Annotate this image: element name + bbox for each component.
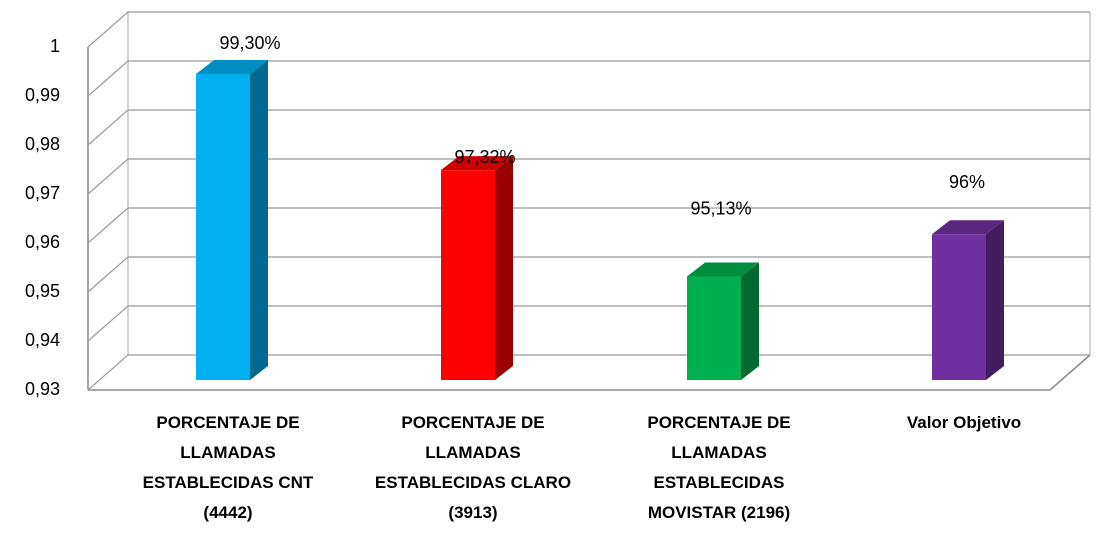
value-label: 97,32%	[454, 147, 515, 167]
value-label: 96%	[949, 172, 985, 192]
bar	[687, 262, 759, 380]
x-tick-label: PORCENTAJE DE LLAMADAS ESTABLECIDAS CNT …	[142, 413, 314, 522]
bar-side	[495, 156, 513, 380]
bar-front	[196, 74, 250, 380]
floor-edge	[88, 354, 1091, 391]
bar-front	[932, 234, 986, 380]
grid-line	[87, 109, 1090, 146]
y-tick-label: 0,95	[25, 281, 60, 301]
grid-line	[87, 60, 1090, 97]
x-tick-label: PORCENTAJE DE LLAMADAS ESTABLECIDAS CLAR…	[374, 413, 572, 522]
value-label: 95,13%	[690, 198, 751, 218]
bar	[441, 156, 513, 380]
x-tick-label-box: PORCENTAJE DE LLAMADAS ESTABLECIDAS CLAR…	[374, 413, 572, 522]
x-tick-label-box: PORCENTAJE DE LLAMADAS ESTABLECIDAS MOVI…	[647, 413, 791, 522]
bar-side	[250, 60, 268, 380]
y-tick-label: 0,98	[25, 134, 60, 154]
bar-top	[441, 156, 513, 171]
x-tick-label: PORCENTAJE DE LLAMADAS ESTABLECIDAS MOVI…	[647, 413, 791, 522]
bar-top	[687, 262, 759, 277]
bar-side	[986, 220, 1004, 380]
grid-line	[87, 305, 1090, 342]
y-tick-label: 0,96	[25, 232, 60, 252]
x-tick-label-box: Valor Objetivo	[906, 413, 1022, 432]
bar-front	[441, 170, 495, 380]
bar-top	[196, 60, 268, 74]
x-tick-label-box: PORCENTAJE DE LLAMADAS ESTABLECIDAS CNT …	[142, 413, 314, 522]
bar-front	[687, 276, 741, 380]
value-label: 99,30%	[219, 33, 280, 53]
grid-line	[87, 354, 1090, 391]
y-tick-label: 1	[50, 36, 60, 56]
bar	[196, 60, 268, 380]
bar-side	[741, 262, 759, 380]
grid-line	[87, 207, 1090, 244]
y-tick-label: 0,97	[25, 183, 60, 203]
y-tick-label: 0,93	[25, 379, 60, 399]
bar-top	[932, 220, 1004, 235]
y-tick-label: 0,94	[25, 330, 60, 350]
grid-line	[87, 11, 1090, 48]
grid-line	[87, 158, 1090, 195]
grid-line	[87, 256, 1090, 293]
x-tick-label: Valor Objetivo	[906, 413, 1022, 432]
y-tick-label: 0,99	[25, 85, 60, 105]
bar	[932, 220, 1004, 380]
